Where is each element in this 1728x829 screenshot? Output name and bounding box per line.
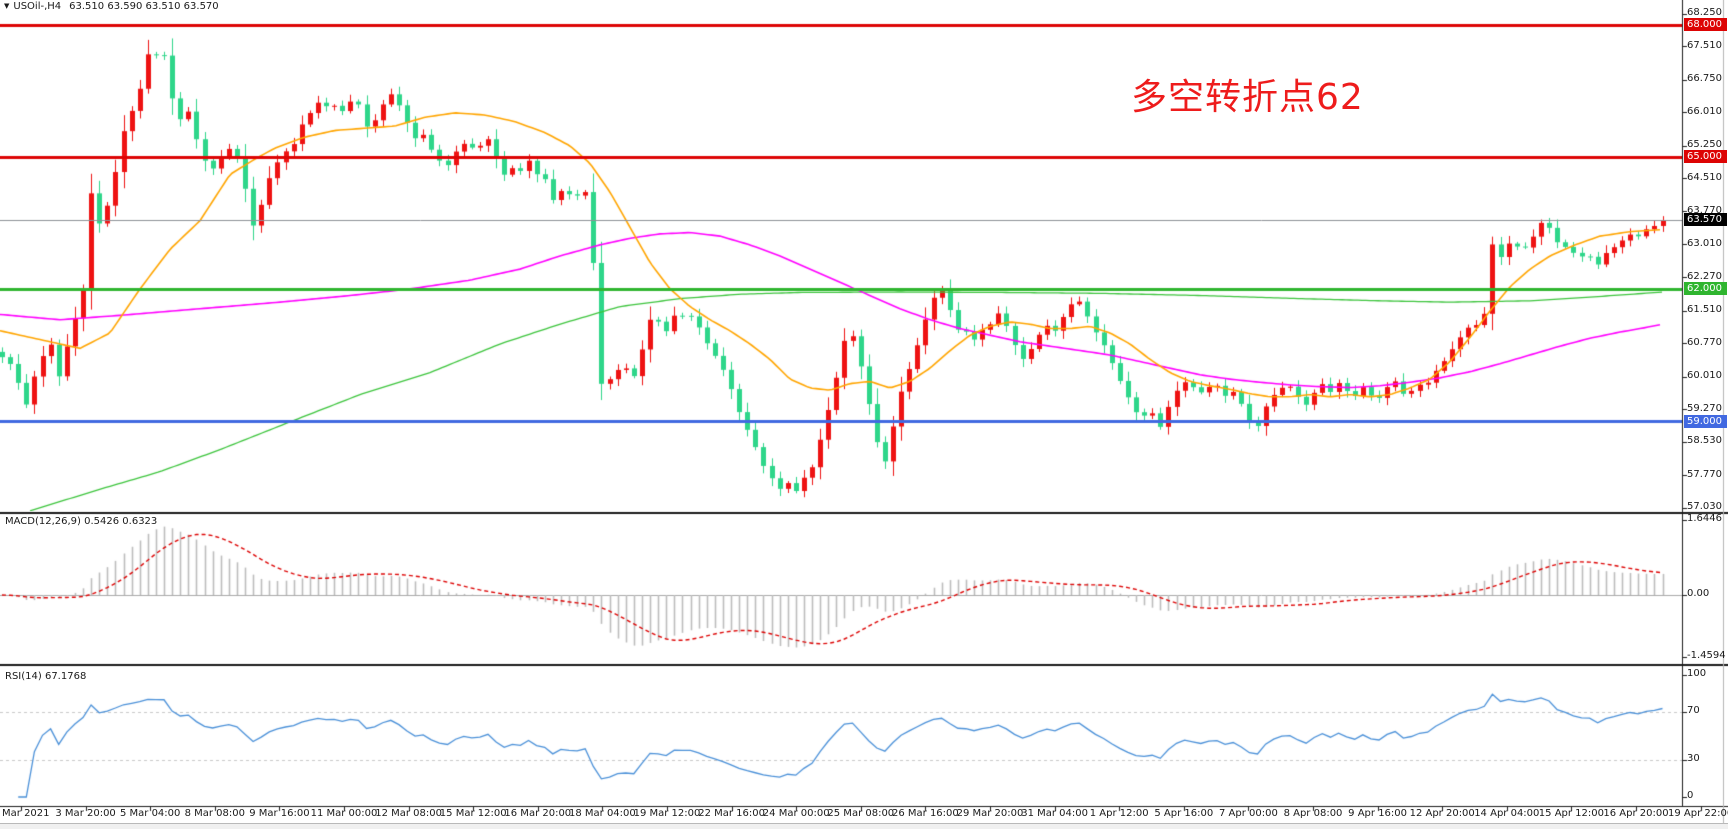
trading-chart-window: ▼ USOil-,H4 63.510 63.590 63.510 63.570 多空… [0, 0, 1728, 829]
chart-canvas[interactable] [0, 0, 1728, 829]
